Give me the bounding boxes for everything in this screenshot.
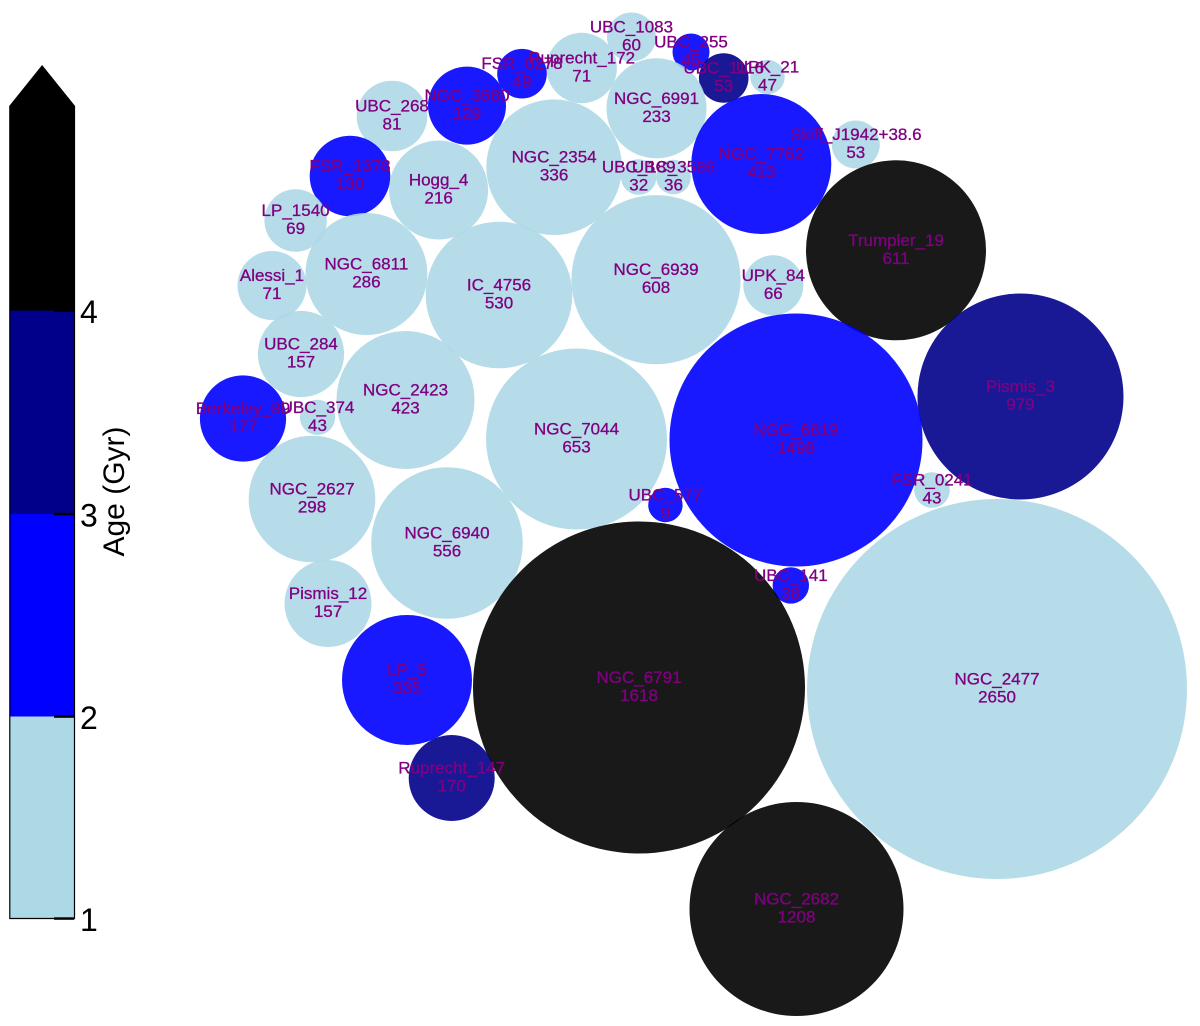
svg-text:UBC_1083: UBC_1083 bbox=[590, 18, 673, 37]
svg-text:NGC_7044: NGC_7044 bbox=[534, 420, 619, 439]
svg-text:608: 608 bbox=[642, 278, 670, 297]
svg-text:UBC_374: UBC_374 bbox=[281, 398, 355, 417]
svg-text:Berkeley_89: Berkeley_89 bbox=[196, 399, 291, 418]
svg-text:177: 177 bbox=[229, 417, 257, 436]
svg-text:1: 1 bbox=[80, 902, 98, 938]
svg-text:286: 286 bbox=[352, 273, 380, 292]
svg-text:611: 611 bbox=[882, 249, 909, 268]
svg-text:NGC_2423: NGC_2423 bbox=[363, 381, 448, 400]
svg-text:Skiff_J1942+38.6: Skiff_J1942+38.6 bbox=[790, 125, 922, 144]
svg-text:336: 336 bbox=[540, 166, 568, 185]
svg-text:NGC_7762: NGC_7762 bbox=[719, 145, 804, 164]
svg-text:556: 556 bbox=[433, 542, 461, 561]
svg-text:38: 38 bbox=[781, 584, 800, 603]
svg-text:66: 66 bbox=[764, 284, 783, 303]
svg-text:69: 69 bbox=[286, 219, 305, 238]
svg-text:47: 47 bbox=[758, 76, 777, 95]
svg-text:2: 2 bbox=[80, 700, 98, 736]
svg-text:335: 335 bbox=[393, 679, 421, 698]
svg-text:NGC_2354: NGC_2354 bbox=[512, 148, 597, 167]
svg-text:NGC_6791: NGC_6791 bbox=[596, 668, 681, 687]
svg-text:NGC_2477: NGC_2477 bbox=[954, 670, 1039, 689]
svg-text:NGC_6939: NGC_6939 bbox=[613, 260, 698, 279]
svg-text:UBC_577: UBC_577 bbox=[629, 486, 703, 505]
svg-text:Ruprecht_172: Ruprecht_172 bbox=[528, 49, 635, 68]
svg-text:FSR_0278: FSR_0278 bbox=[481, 54, 562, 73]
svg-text:81: 81 bbox=[383, 115, 402, 134]
svg-text:4: 4 bbox=[80, 294, 98, 330]
svg-text:NGC_3680: NGC_3680 bbox=[424, 86, 509, 105]
svg-text:1498: 1498 bbox=[777, 439, 815, 458]
svg-text:Ruprecht_147: Ruprecht_147 bbox=[398, 759, 505, 778]
svg-text:NGC_6991: NGC_6991 bbox=[614, 89, 699, 108]
svg-text:Trumpler_19: Trumpler_19 bbox=[848, 231, 944, 250]
svg-text:IC_4756: IC_4756 bbox=[467, 276, 531, 295]
svg-text:157: 157 bbox=[287, 353, 315, 372]
svg-text:71: 71 bbox=[263, 284, 282, 303]
svg-text:UPK_21: UPK_21 bbox=[736, 58, 799, 77]
svg-text:530: 530 bbox=[485, 294, 513, 313]
svg-text:UBC_3586: UBC_3586 bbox=[632, 158, 715, 177]
svg-text:298: 298 bbox=[298, 498, 326, 517]
svg-text:Pismis_3: Pismis_3 bbox=[986, 377, 1055, 396]
svg-text:53: 53 bbox=[714, 77, 733, 96]
svg-text:NGC_2627: NGC_2627 bbox=[269, 480, 354, 499]
svg-text:UBC_1116: UBC_1116 bbox=[683, 59, 764, 78]
svg-text:UBC_284: UBC_284 bbox=[264, 335, 338, 354]
svg-text:NGC_6940: NGC_6940 bbox=[404, 524, 489, 543]
svg-text:UPK_84: UPK_84 bbox=[742, 266, 805, 285]
svg-text:1208: 1208 bbox=[778, 908, 816, 927]
svg-text:1618: 1618 bbox=[620, 686, 658, 705]
svg-text:NGC_2682: NGC_2682 bbox=[754, 890, 839, 909]
svg-text:157: 157 bbox=[314, 602, 342, 621]
svg-text:NGC_6819: NGC_6819 bbox=[753, 421, 838, 440]
svg-text:45: 45 bbox=[682, 51, 701, 70]
svg-text:130: 130 bbox=[336, 175, 364, 194]
svg-text:233: 233 bbox=[642, 107, 670, 126]
svg-text:36: 36 bbox=[664, 176, 683, 195]
svg-text:71: 71 bbox=[572, 67, 591, 86]
svg-text:Alessi_1: Alessi_1 bbox=[240, 266, 304, 285]
svg-text:423: 423 bbox=[391, 399, 419, 418]
svg-text:60: 60 bbox=[622, 36, 641, 55]
svg-text:LP_1540: LP_1540 bbox=[262, 201, 330, 220]
svg-text:3: 3 bbox=[80, 498, 98, 534]
svg-text:43: 43 bbox=[308, 416, 327, 435]
svg-text:653: 653 bbox=[562, 438, 590, 457]
svg-text:9: 9 bbox=[661, 504, 670, 523]
svg-text:Age (Gyr): Age (Gyr) bbox=[98, 426, 131, 556]
svg-text:UBC_189: UBC_189 bbox=[602, 158, 676, 177]
svg-text:NGC_6811: NGC_6811 bbox=[325, 255, 409, 274]
svg-text:2650: 2650 bbox=[978, 688, 1016, 707]
svg-text:979: 979 bbox=[1006, 395, 1034, 414]
svg-text:53: 53 bbox=[846, 143, 865, 162]
svg-text:FSR_1378: FSR_1378 bbox=[309, 157, 390, 176]
svg-text:32: 32 bbox=[629, 176, 648, 195]
svg-text:43: 43 bbox=[923, 489, 942, 508]
svg-text:UBC_268: UBC_268 bbox=[355, 97, 429, 116]
svg-text:Pismis_12: Pismis_12 bbox=[289, 584, 367, 603]
svg-text:LP_5: LP_5 bbox=[387, 661, 427, 680]
svg-text:49: 49 bbox=[513, 72, 532, 91]
svg-text:UBC_141: UBC_141 bbox=[754, 566, 828, 585]
svg-text:129: 129 bbox=[453, 104, 481, 123]
svg-text:Hogg_4: Hogg_4 bbox=[409, 171, 469, 190]
svg-text:216: 216 bbox=[424, 189, 452, 208]
svg-text:FSR_0241: FSR_0241 bbox=[891, 471, 972, 490]
svg-text:170: 170 bbox=[438, 777, 466, 796]
svg-text:413: 413 bbox=[747, 163, 775, 182]
svg-text:UBC_255: UBC_255 bbox=[654, 33, 728, 52]
